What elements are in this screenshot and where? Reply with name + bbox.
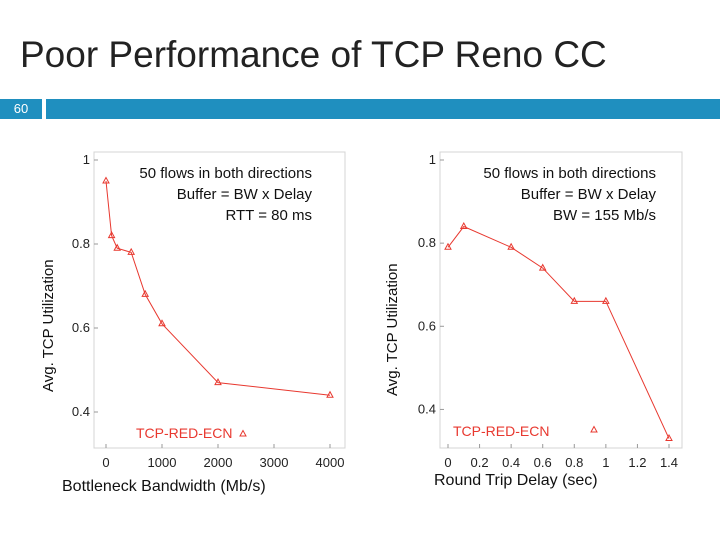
bandwidth-chart-xlabel: Bottleneck Bandwidth (Mb/s) — [62, 478, 266, 495]
plot-frame — [439, 151, 683, 449]
y-tick-label: 0.6 — [72, 320, 90, 335]
x-tick-label: 0 — [102, 455, 109, 470]
delay-chart-annotation: 50 flows in both directions Buffer = BW … — [440, 163, 656, 226]
data-point-marker — [444, 242, 452, 250]
plot-frame — [93, 151, 346, 449]
x-tick-label: 1.2 — [628, 455, 646, 470]
data-point-marker — [538, 263, 547, 271]
y-tick-label: 0.8 — [72, 236, 90, 251]
x-tick-label: 1 — [602, 455, 609, 470]
data-point-marker — [459, 221, 468, 230]
x-tick-label: 1.4 — [660, 455, 678, 470]
x-tick-label: 0.6 — [534, 455, 552, 470]
data-point-marker — [214, 378, 222, 386]
x-tick-label: 0.4 — [502, 455, 520, 470]
bandwidth-chart-annotation: 50 flows in both directions Buffer = BW … — [100, 163, 312, 226]
x-tick-label: 0.8 — [565, 455, 583, 470]
slide-number-badge: 60 — [0, 99, 42, 119]
data-point-marker — [127, 247, 136, 255]
annotation-line: RTT = 80 ms — [225, 207, 312, 224]
title-accent-bar — [46, 99, 720, 119]
legend-label: TCP-RED-ECN — [453, 423, 549, 439]
y-tick-label: 0.6 — [418, 318, 436, 333]
x-tick-label: 3000 — [260, 455, 289, 470]
delay-chart-xlabel: Round Trip Delay (sec) — [434, 472, 598, 489]
data-point-marker — [107, 231, 116, 239]
x-tick-label: 0 — [444, 455, 451, 470]
data-point-marker — [102, 176, 110, 184]
legend-label: TCP-RED-ECN — [136, 425, 232, 441]
data-point-marker — [570, 296, 579, 304]
data-point-marker — [665, 433, 673, 442]
legend-marker — [239, 429, 247, 437]
data-point-marker — [158, 319, 166, 327]
x-tick-label: 2000 — [204, 455, 233, 470]
x-tick-label: 0.2 — [471, 455, 489, 470]
x-tick-label: 4000 — [316, 455, 345, 470]
legend-marker — [590, 425, 598, 433]
x-tick-label: 1000 — [148, 455, 177, 470]
slide-title: Poor Performance of TCP Reno CC — [20, 34, 607, 75]
data-point-marker — [326, 390, 334, 398]
annotation-line: 50 flows in both directions — [139, 165, 312, 182]
y-tick-label: 0.4 — [418, 401, 436, 416]
y-tick-label: 0.8 — [418, 235, 436, 250]
data-point-marker — [602, 296, 610, 304]
data-point-marker — [507, 242, 515, 250]
y-tick-label: 0.4 — [72, 404, 90, 419]
delay-chart-ylabel: Avg. TCP Utilization — [384, 263, 401, 396]
data-point-marker — [113, 243, 122, 251]
y-tick-label: 1 — [429, 152, 436, 167]
annotation-line: BW = 155 Mb/s — [553, 207, 656, 224]
annotation-line: Buffer = BW x Delay — [176, 186, 312, 203]
y-tick-label: 1 — [83, 152, 90, 167]
annotation-line: 50 flows in both directions — [483, 165, 656, 182]
data-point-marker — [141, 289, 150, 297]
series-line — [447, 225, 670, 439]
annotation-line: Buffer = BW x Delay — [520, 186, 656, 203]
